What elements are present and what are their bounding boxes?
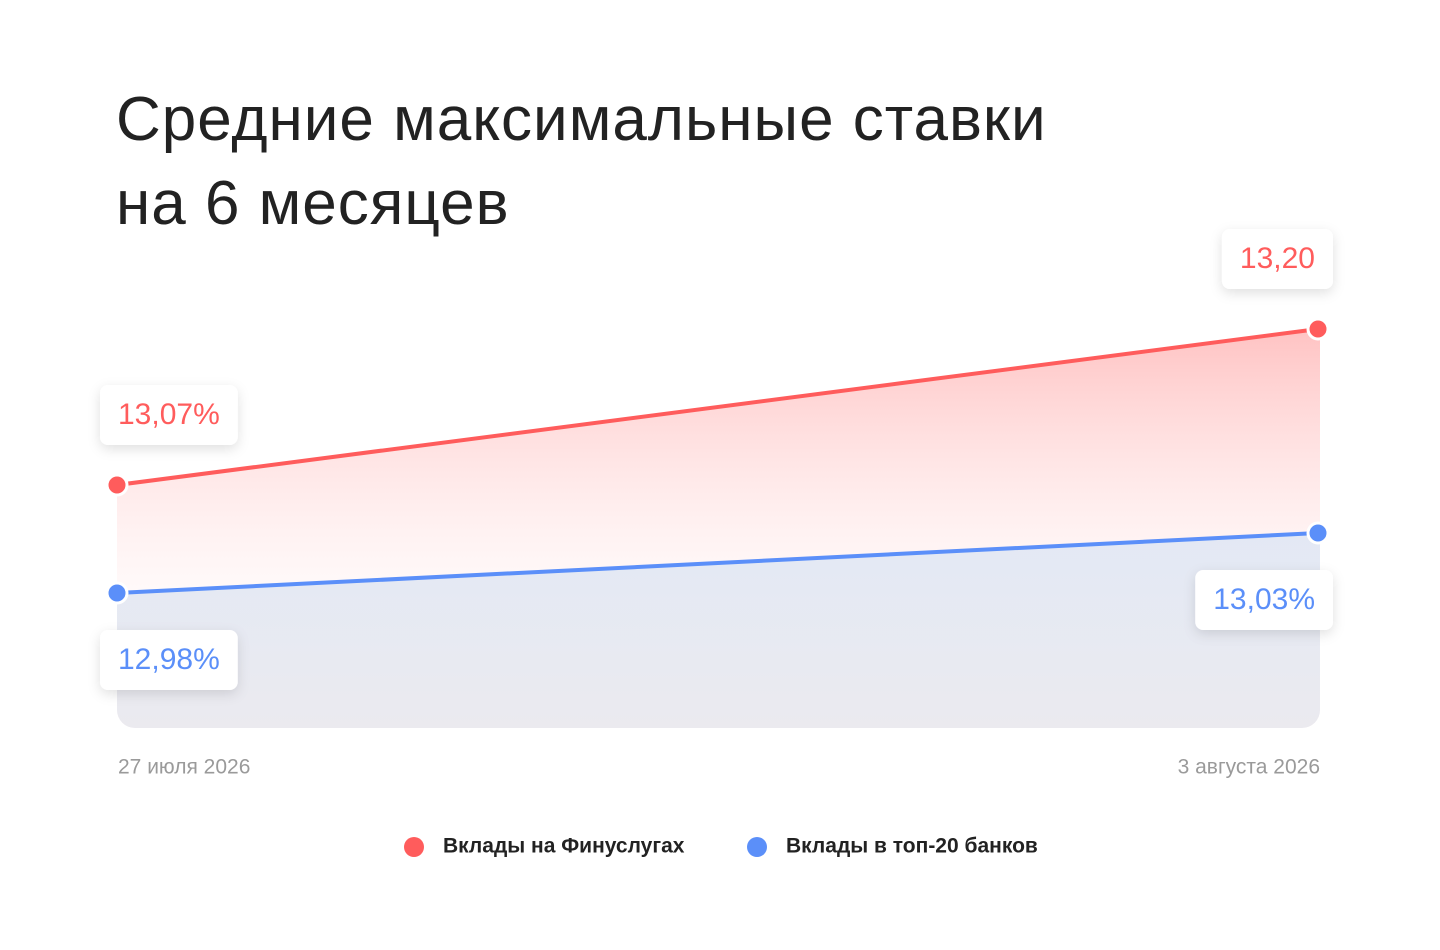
value-label-text: 13,07% [118,398,220,431]
label-box [100,385,238,445]
line [116,327,1319,487]
value-label: 13,03% [1195,570,1333,630]
point [1306,521,1330,545]
point [105,473,129,497]
x-tick-label: 27 июля 2026 [118,756,250,779]
legend-marker [747,837,767,857]
label-box [100,630,238,690]
value-label-text: 12,98% [118,643,220,676]
value-label: 13,07% [100,385,238,445]
label-box [1221,229,1333,289]
value-label-text: 13,03% [1213,583,1315,616]
point [1306,317,1330,341]
area [117,533,1320,728]
foreground: 13,07% 13,20 12,98% 13,03% 27 июля 2026 3 авг… [100,229,1333,858]
areas [117,329,1320,728]
value-label: 12,98% [100,630,238,690]
x-tick-label: 3 августа 2026 [1178,756,1320,779]
value-label: 13,20 [1221,229,1333,289]
chart-title: Средние максимальные ставки на 6 месяцев [116,85,1047,238]
line [116,531,1319,595]
value-label-text: 13,20 [1240,242,1315,275]
label-box [1195,570,1333,630]
legend-label: Вклады в топ-20 банков [786,835,1038,858]
point [105,581,129,605]
legend-marker [404,837,424,857]
legend-label: Вклады на Финуслугах [443,835,685,858]
